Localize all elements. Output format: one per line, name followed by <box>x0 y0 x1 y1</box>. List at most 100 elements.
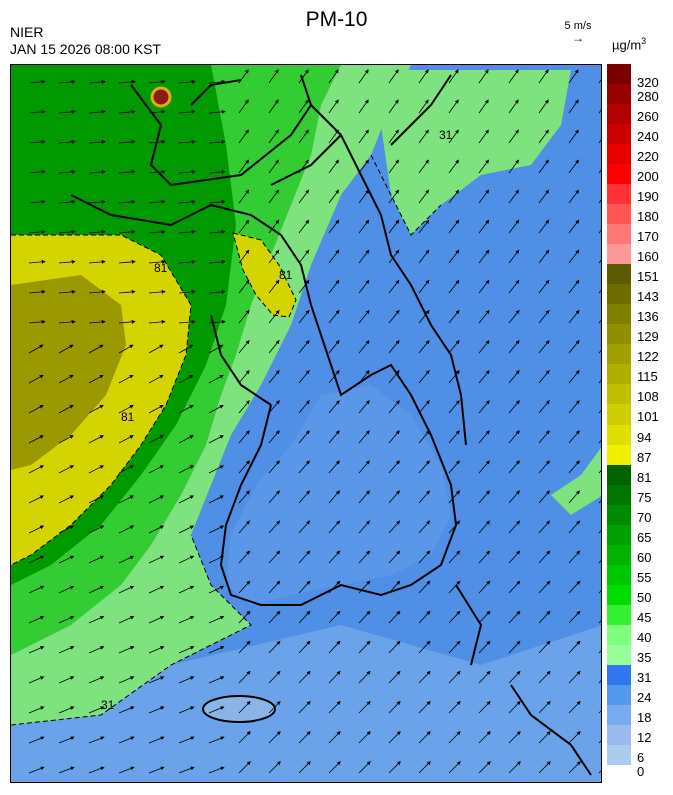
wind-arrow <box>268 550 281 564</box>
wind-arrow <box>328 430 340 444</box>
wind-arrow <box>448 279 460 294</box>
unit-exponent: 3 <box>641 36 647 46</box>
wind-arrow <box>268 761 281 774</box>
colorbar-tick-label: 24 <box>637 689 652 705</box>
wind-arrow <box>88 555 105 564</box>
wind-arrow <box>478 69 489 84</box>
wind-arrow <box>208 435 224 444</box>
wind-arrow <box>568 490 581 504</box>
wind-arrow <box>568 189 580 204</box>
wind-arrow <box>238 189 250 204</box>
wind-arrow <box>388 490 401 504</box>
wind-arrow <box>58 525 75 534</box>
wind-arrow <box>358 219 370 234</box>
wind-arrow <box>208 405 224 414</box>
wind-arrow <box>238 670 251 684</box>
colorbar-cell <box>607 104 631 125</box>
wind-arrow <box>178 585 195 594</box>
wind-arrow <box>388 189 400 204</box>
colorbar-tick-label: 45 <box>637 609 652 625</box>
wind-arrow <box>28 199 46 204</box>
wind-arrow <box>598 229 601 234</box>
wind-arrow <box>118 435 134 444</box>
wind-arrow <box>388 339 400 354</box>
wind-arrow <box>298 249 310 264</box>
wind-arrow <box>268 460 280 474</box>
wind-arrow <box>238 339 250 354</box>
wind-arrow <box>388 309 400 324</box>
wind-arrow <box>598 259 601 264</box>
wind-arrow <box>478 219 490 234</box>
wind-arrow <box>568 610 581 624</box>
wind-arrow <box>88 525 105 534</box>
wind-arrow <box>328 309 340 324</box>
jeju-island <box>202 695 276 723</box>
wind-arrow <box>328 580 341 594</box>
colorbar-cell <box>607 684 631 706</box>
wind-arrow <box>268 580 281 594</box>
wind-arrow <box>448 400 460 414</box>
wind-arrow <box>208 615 225 624</box>
wind-arrow <box>298 700 311 714</box>
wind-arrow <box>388 640 401 654</box>
wind-arrow <box>328 460 340 474</box>
wind-arrow <box>478 731 491 744</box>
wind-arrow <box>298 189 310 204</box>
wind-arrow <box>478 580 491 594</box>
wind-arrow <box>148 435 164 444</box>
wind-arrow <box>388 129 399 144</box>
colorbar-tick-label: 40 <box>637 629 652 645</box>
wind-arrow <box>418 69 429 84</box>
wind-arrow <box>118 495 135 504</box>
wind-arrow <box>238 159 249 174</box>
wind-arrow <box>208 229 226 234</box>
wind-arrow <box>208 289 226 294</box>
wind-arrow <box>598 590 601 594</box>
wind-arrow <box>88 199 106 204</box>
wind-arrow <box>358 279 370 294</box>
wind-arrow <box>508 309 520 324</box>
wind-arrow <box>358 490 371 504</box>
wind-arrow <box>328 731 341 744</box>
colorbar-tick-label: 260 <box>637 109 659 125</box>
wind-arrow <box>58 736 75 744</box>
wind-arrow <box>538 279 550 294</box>
wind-arrow <box>28 736 45 744</box>
wind-arrow <box>538 69 549 84</box>
wind-arrow <box>268 430 280 444</box>
wind-arrow <box>58 259 76 264</box>
wind-arrow <box>478 700 491 714</box>
wind-arrow <box>148 169 166 174</box>
wind-arrow <box>388 550 401 564</box>
wind-arrow <box>358 460 370 474</box>
wind-arrow <box>28 109 46 114</box>
wind-arrow <box>28 676 45 684</box>
wind-arrow <box>208 374 224 384</box>
wind-arrow <box>448 69 459 84</box>
wind-arrow <box>178 405 194 414</box>
wind-arrow <box>328 249 340 264</box>
unit-base: µg/m <box>612 37 642 53</box>
wind-arrow <box>478 761 491 774</box>
wind-arrow <box>358 189 370 204</box>
wind-arrow <box>328 159 339 174</box>
colorbar-cell <box>607 124 631 145</box>
wind-arrow <box>328 700 341 714</box>
wind-arrow <box>118 79 136 84</box>
wind-arrow <box>268 189 280 204</box>
wind-arrow <box>418 339 430 354</box>
wind-arrow <box>328 69 339 84</box>
wind-arrow <box>508 761 521 774</box>
wind-arrow <box>448 520 461 534</box>
wind-arrow <box>28 259 46 264</box>
wind-arrow <box>568 430 580 444</box>
wind-arrow <box>538 339 550 354</box>
colorbar-tick-label: 0 <box>637 764 645 779</box>
wind-arrow <box>388 731 401 744</box>
wind-arrow <box>118 706 135 714</box>
wind-arrow <box>358 731 371 744</box>
colorbar-cell <box>607 384 631 405</box>
wind-arrow <box>118 229 136 234</box>
wind-arrow <box>508 520 521 534</box>
wind-arrow <box>448 670 461 684</box>
